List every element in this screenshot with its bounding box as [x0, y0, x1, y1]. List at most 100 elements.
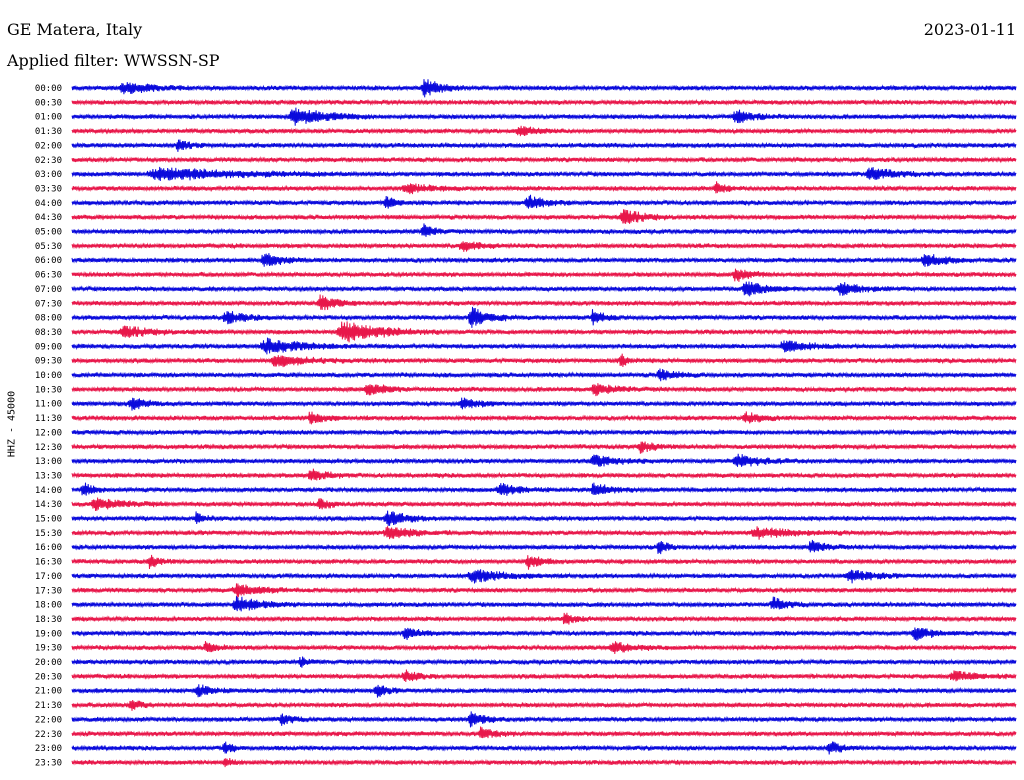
time-tick-label: 19:30: [35, 644, 62, 654]
time-tick-label: 13:30: [35, 471, 62, 481]
time-tick-label: 12:30: [35, 443, 62, 453]
trace-row: [71, 98, 1017, 107]
time-tick-label: 00:00: [35, 84, 62, 94]
trace-row: [71, 194, 1017, 209]
time-tick-label: 04:00: [35, 199, 62, 209]
time-tick-label: 09:00: [35, 342, 62, 352]
trace-row: [71, 711, 1017, 728]
trace-row: [71, 497, 1017, 512]
time-tick-label: 13:00: [35, 457, 62, 467]
time-tick-label: 19:00: [35, 629, 62, 639]
time-tick-label: 15:00: [35, 515, 62, 525]
trace-row: [71, 321, 1017, 343]
trace-row: [71, 209, 1017, 224]
trace-row: [71, 181, 1017, 195]
time-tick-label: 08:00: [35, 314, 62, 324]
time-tick-label: 11:00: [35, 400, 62, 410]
time-tick-label: 21:30: [35, 701, 62, 711]
trace-row: [71, 107, 1017, 126]
time-tick-label: 03:30: [35, 184, 62, 194]
time-tick-label: 11:30: [35, 414, 62, 424]
trace-row: [71, 741, 1017, 755]
trace-row: [71, 428, 1017, 437]
trace-row: [71, 526, 1017, 540]
time-tick-label: 22:00: [35, 715, 62, 725]
trace-row: [71, 641, 1017, 655]
time-tick-label: 14:00: [35, 486, 62, 496]
trace-row: [71, 539, 1017, 555]
trace-row: [71, 669, 1017, 683]
trace-row: [71, 510, 1017, 526]
time-tick-label: 18:00: [35, 601, 62, 611]
trace-row: [71, 166, 1017, 182]
time-tick-label: 17:00: [35, 572, 62, 582]
trace-row: [71, 482, 1017, 496]
trace-row: [71, 554, 1017, 570]
time-tick-label: 01:00: [35, 113, 62, 123]
time-tick-label: 07:30: [35, 299, 62, 309]
trace-row: [71, 125, 1017, 137]
trace-row: [71, 253, 1017, 267]
trace-row: [71, 79, 1017, 98]
trace-row: [71, 294, 1017, 311]
time-tick-label: 04:30: [35, 213, 62, 223]
trace-row: [71, 627, 1017, 641]
time-tick-label: 02:00: [35, 141, 62, 151]
time-tick-label: 17:30: [35, 586, 62, 596]
time-tick-label: 18:30: [35, 615, 62, 625]
time-tick-label: 14:30: [35, 500, 62, 510]
time-tick-label: 20:30: [35, 672, 62, 682]
time-tick-label: 00:30: [35, 98, 62, 108]
time-tick-label: 16:00: [35, 543, 62, 553]
trace-row: [71, 684, 1017, 698]
trace-row: [71, 596, 1017, 612]
time-tick-label: 02:30: [35, 156, 62, 166]
time-tick-label: 10:00: [35, 371, 62, 381]
trace-row: [71, 241, 1017, 252]
time-tick-label: 16:30: [35, 558, 62, 568]
trace-row: [71, 397, 1017, 411]
time-tick-label: 23:00: [35, 744, 62, 754]
trace-row: [71, 569, 1017, 584]
time-tick-label: 05:30: [35, 242, 62, 252]
date-label: 2023-01-11: [923, 20, 1016, 39]
trace-row: [71, 337, 1017, 355]
time-tick-label: 21:00: [35, 687, 62, 697]
trace-row: [71, 726, 1017, 739]
trace-row: [71, 583, 1017, 599]
trace-row: [71, 411, 1017, 425]
time-tick-label: 09:30: [35, 357, 62, 367]
station-title: GE Matera, Italy: [7, 20, 143, 39]
time-tick-label: 12:00: [35, 428, 62, 438]
trace-row: [71, 441, 1017, 454]
time-tick-label: 01:30: [35, 127, 62, 137]
trace-row: [71, 223, 1017, 237]
time-tick-label: 22:30: [35, 730, 62, 740]
trace-row: [71, 139, 1017, 152]
filter-label: Applied filter: WWSSN-SP: [7, 51, 220, 70]
trace-row: [71, 699, 1017, 711]
trace-row: [71, 656, 1017, 668]
time-tick-label: 15:30: [35, 529, 62, 539]
trace-row: [71, 353, 1017, 368]
time-tick-label: 08:30: [35, 328, 62, 338]
time-tick-label: 05:00: [35, 228, 62, 238]
time-tick-label: 10:30: [35, 385, 62, 395]
time-tick-label: 06:30: [35, 271, 62, 281]
time-tick-label: 03:00: [35, 170, 62, 180]
time-tick-label: 20:00: [35, 658, 62, 668]
trace-row: [71, 453, 1017, 467]
trace-row: [71, 306, 1017, 328]
trace-row: [71, 281, 1017, 297]
trace-row: [71, 383, 1017, 397]
trace-row: [71, 155, 1017, 164]
time-tick-label: 06:00: [35, 256, 62, 266]
trace-row: [71, 368, 1017, 382]
trace-row: [71, 268, 1017, 282]
trace-row: [71, 468, 1017, 481]
time-tick-label: 07:00: [35, 285, 62, 295]
trace-row: [71, 757, 1017, 768]
time-tick-label: 23:30: [35, 758, 62, 768]
